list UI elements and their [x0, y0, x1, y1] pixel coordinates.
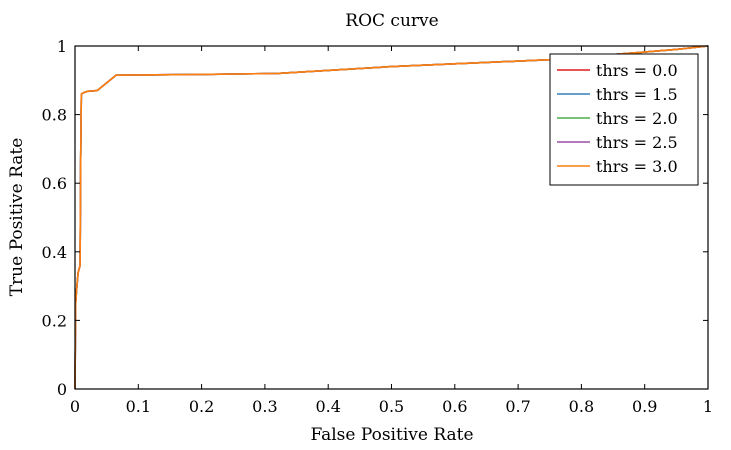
y-tick-label: 0 — [57, 380, 67, 399]
chart-title: ROC curve — [345, 11, 438, 31]
x-tick-label: 0.8 — [569, 397, 594, 416]
legend-label-0: thrs = 0.0 — [596, 61, 678, 80]
y-tick-label: 0.2 — [42, 311, 67, 330]
y-axis-label: True Positive Rate — [7, 138, 27, 297]
x-tick-label: 0 — [70, 397, 80, 416]
x-tick-label: 0.9 — [632, 397, 657, 416]
axis-ticks: 0 0.1 0.2 0.3 0.4 0.5 0.6 0.7 0.8 0.9 1 0 0.2 0.4 0.6 0… — [42, 37, 714, 416]
x-tick-label: 0.5 — [379, 397, 404, 416]
legend-box — [549, 53, 699, 186]
legend-label-1: thrs = 1.5 — [596, 85, 678, 104]
y-tick-label: 1 — [57, 37, 67, 56]
series-group — [74, 45, 709, 390]
series-line-4 — [74, 45, 709, 390]
x-tick-label: 0.6 — [442, 397, 467, 416]
x-tick-label: 0.4 — [315, 397, 340, 416]
legend: thrs = 0.0 thrs = 1.5 thrs = 2.0 thrs = 2.5… — [549, 53, 699, 186]
x-tick-label: 0.1 — [126, 397, 151, 416]
legend-label-4: thrs = 3.0 — [596, 157, 678, 176]
x-tick-label: 0.7 — [505, 397, 530, 416]
y-tick-label: 0.6 — [42, 174, 67, 193]
y-tick-label: 0.4 — [42, 243, 67, 262]
x-tick-label: 0.3 — [252, 397, 277, 416]
x-tick-label: 0.2 — [189, 397, 214, 416]
x-tick-label: 1 — [703, 397, 713, 416]
legend-label-3: thrs = 2.5 — [596, 133, 678, 152]
legend-label-2: thrs = 2.0 — [596, 109, 678, 128]
x-axis-label: False Positive Rate — [310, 425, 473, 445]
y-tick-label: 0.8 — [42, 106, 67, 125]
